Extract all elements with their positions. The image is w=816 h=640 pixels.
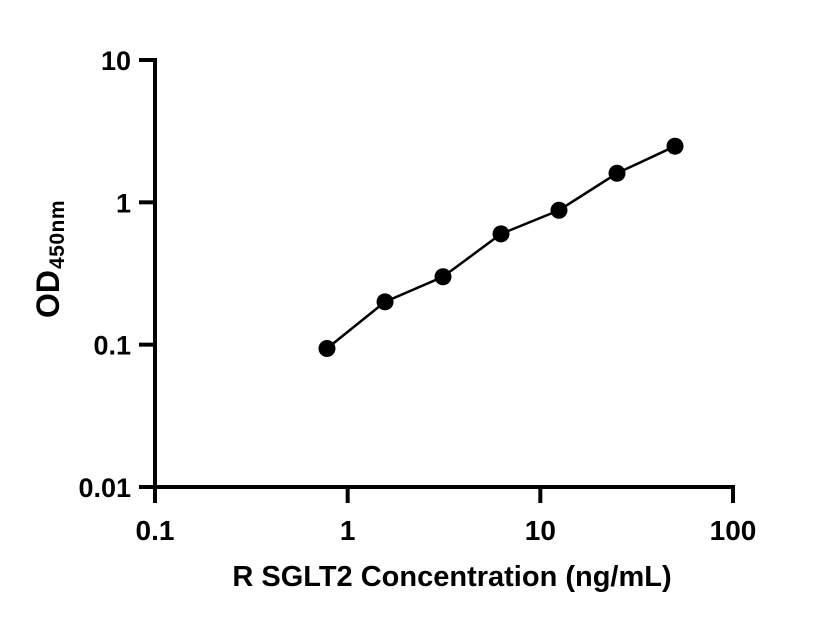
data-point [434, 268, 452, 286]
x-tick-label: 0.1 [136, 515, 175, 546]
data-point [550, 201, 568, 219]
x-axis-label: R SGLT2 Concentration (ng/mL) [232, 561, 672, 593]
y-tick-label: 10 [101, 46, 131, 76]
data-point [492, 225, 510, 243]
data-point [318, 339, 336, 357]
data-point [376, 293, 394, 311]
data-point [666, 137, 684, 155]
y-axis-label-subscript: 450nm [46, 199, 69, 270]
y-tick-label: 1 [116, 188, 131, 218]
y-tick-label: 0.01 [78, 473, 131, 503]
y-axis-label: OD450nm [27, 169, 69, 349]
x-tick-label: 100 [710, 515, 757, 546]
axis-lines [153, 58, 735, 489]
x-tick-label: 1 [340, 515, 356, 546]
x-tick-label: 10 [525, 515, 556, 546]
y-tick-label: 0.1 [93, 331, 131, 361]
data-point [608, 164, 626, 182]
y-axis-label-main: OD [30, 270, 66, 319]
